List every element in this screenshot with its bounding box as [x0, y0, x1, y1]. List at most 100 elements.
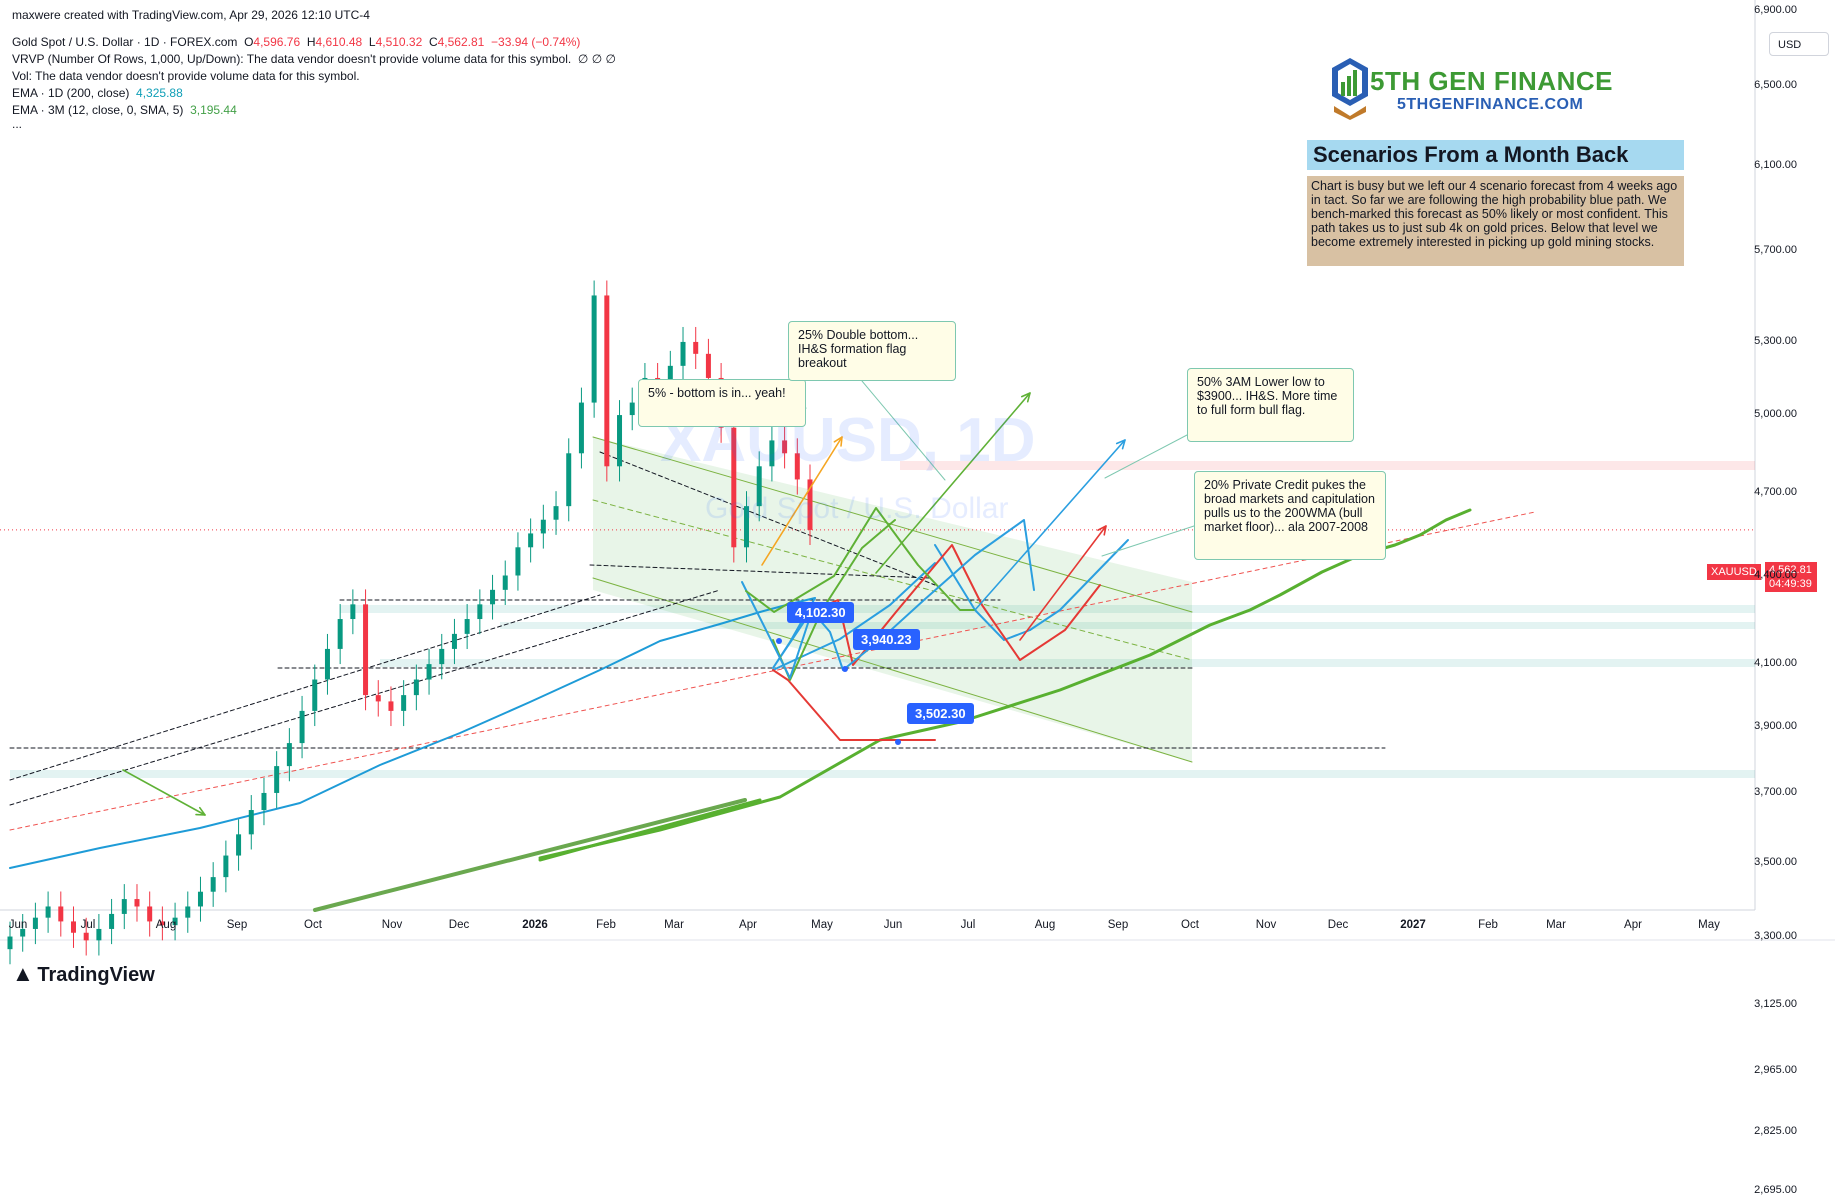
candle-body	[185, 906, 191, 918]
ohlc-high-label: H	[306, 35, 316, 49]
tag-anchor-3	[895, 739, 901, 745]
price-tick-label: 6,100.00	[1754, 158, 1797, 171]
bar-countdown: 04:49:39	[1769, 578, 1812, 590]
candle-body	[477, 604, 483, 620]
candle-body	[591, 295, 597, 403]
price-tick-label: 4,400.00	[1754, 568, 1797, 581]
indicator-vrvp[interactable]: VRVP (Number Of Rows, 1,000, Up/Down): T…	[12, 51, 616, 67]
support-band-2	[500, 622, 1755, 629]
time-tick-label: Jul	[80, 919, 96, 931]
candle-body	[299, 710, 305, 744]
candle-body	[629, 402, 635, 416]
candle-body	[261, 792, 267, 811]
candle-body	[210, 877, 216, 892]
logo-mark-icon	[1332, 58, 1368, 120]
price-tick-label: 5,300.00	[1754, 334, 1797, 347]
blue-path-mid	[934, 544, 1031, 641]
trendline-black-3	[599, 451, 936, 586]
candle-body	[96, 928, 102, 941]
candle-body	[83, 932, 89, 941]
note-25pct[interactable]: 25% Double bottom... IH&S formation flag…	[788, 321, 956, 381]
candle-body	[375, 695, 381, 702]
note-25-pointer	[861, 380, 946, 481]
support-band-3	[380, 659, 1755, 667]
candle-body	[350, 604, 356, 620]
price-tag-3502[interactable]: 3,502.30	[907, 703, 974, 724]
red-arrow-head	[1097, 525, 1107, 536]
indicator-ema-200[interactable]: EMA · 1D (200, close) 4,325.88	[12, 85, 183, 101]
candle-body	[109, 913, 115, 929]
time-tick-label: Mar	[1546, 919, 1566, 931]
price-chart[interactable]	[0, 0, 1835, 997]
red-path-start	[772, 669, 936, 741]
candle-body	[363, 604, 369, 696]
tag-anchor-1	[776, 638, 782, 644]
scenarios-body: Chart is busy but we left our 4 scenario…	[1307, 176, 1684, 266]
candle-body	[147, 906, 153, 922]
candle-body	[756, 466, 762, 507]
candle-body	[731, 427, 737, 548]
note-20pct[interactable]: 20% Private Credit pukes the broad marke…	[1194, 471, 1386, 560]
note-50pct[interactable]: 50% 3AM Lower low to $3900... IH&S. More…	[1187, 368, 1354, 442]
ohlc-open: 4,596.76	[253, 35, 301, 49]
logo-url: 5THGENFINANCE.COM	[1397, 96, 1584, 113]
indicator-value: ∅ ∅ ∅	[577, 52, 616, 66]
ema-200-line	[9, 597, 816, 869]
tv-logo-icon: ▲	[12, 961, 34, 986]
candle-body	[388, 701, 394, 711]
candle-body	[413, 679, 419, 696]
time-tick-label: Sep	[1107, 919, 1129, 931]
green-scenario	[745, 507, 976, 613]
candle-body	[515, 547, 521, 576]
indicator-vol[interactable]: Vol: The data vendor doesn't provide vol…	[12, 68, 360, 84]
time-tick-label: Nov	[1255, 919, 1277, 931]
time-tick-label: May	[811, 919, 833, 931]
note-5pct[interactable]: 5% - bottom is in... yeah!	[638, 379, 806, 427]
green-arrow-head	[1020, 392, 1031, 403]
candle-body	[439, 648, 445, 665]
price-tick-label: 5,000.00	[1754, 408, 1797, 421]
candle-body	[604, 295, 610, 467]
candle-body	[236, 834, 242, 856]
time-tick-label: Jun	[883, 919, 903, 931]
more-indicators[interactable]: ...	[12, 117, 23, 131]
level-dashed-4	[589, 564, 931, 579]
candle-body	[794, 453, 800, 480]
candle-body	[312, 679, 318, 711]
candle-body	[540, 519, 546, 534]
time-tick-label: Dec	[448, 919, 470, 931]
candle-body	[223, 855, 229, 878]
candle-body	[7, 936, 13, 950]
candle-body	[451, 633, 457, 649]
red-arrow	[1019, 525, 1107, 641]
candle-body	[197, 891, 203, 907]
indicator-ema-3m[interactable]: EMA · 3M (12, close, 0, SMA, 5) 3,195.44	[12, 102, 237, 118]
indicator-value: 4,325.88	[136, 86, 183, 100]
tradingview-logo[interactable]: ▲ TradingView	[12, 961, 155, 987]
blue-arrow-head	[1115, 439, 1126, 450]
symbol-legend[interactable]: Gold Spot / U.S. Dollar · 1D · FOREX.com…	[12, 34, 580, 50]
candle-body	[617, 415, 623, 467]
current-price: 4,562.81	[1769, 564, 1812, 576]
price-tick-label: 3,125.00	[1754, 997, 1797, 1010]
current-price-tag[interactable]: 4,562.81 04:49:39	[1765, 562, 1817, 592]
price-tick-label: 2,695.00	[1754, 1183, 1797, 1196]
channel-top-line	[592, 436, 1193, 613]
time-tick-label: Oct	[1181, 919, 1199, 931]
price-tag-3940[interactable]: 3,940.23	[853, 629, 920, 650]
ohlc-low: 4,510.32	[375, 35, 423, 49]
price-tick-label: 3,500.00	[1754, 855, 1797, 868]
candle-body	[324, 648, 330, 680]
candle-body	[286, 743, 292, 767]
orange-arrow-head	[833, 436, 843, 447]
candle-body	[705, 353, 711, 378]
price-tick-label: 6,500.00	[1754, 78, 1797, 91]
currency-selector[interactable]: USD	[1769, 32, 1829, 56]
ohlc-change: −33.94 (−0.74%)	[491, 35, 581, 49]
support-band-1	[340, 605, 1755, 613]
candle-body	[807, 479, 813, 530]
candle-body	[578, 402, 584, 454]
price-tag-4102[interactable]: 4,102.30	[787, 602, 854, 623]
ohlc-close-label: C	[428, 35, 438, 49]
candle-body	[782, 440, 788, 454]
